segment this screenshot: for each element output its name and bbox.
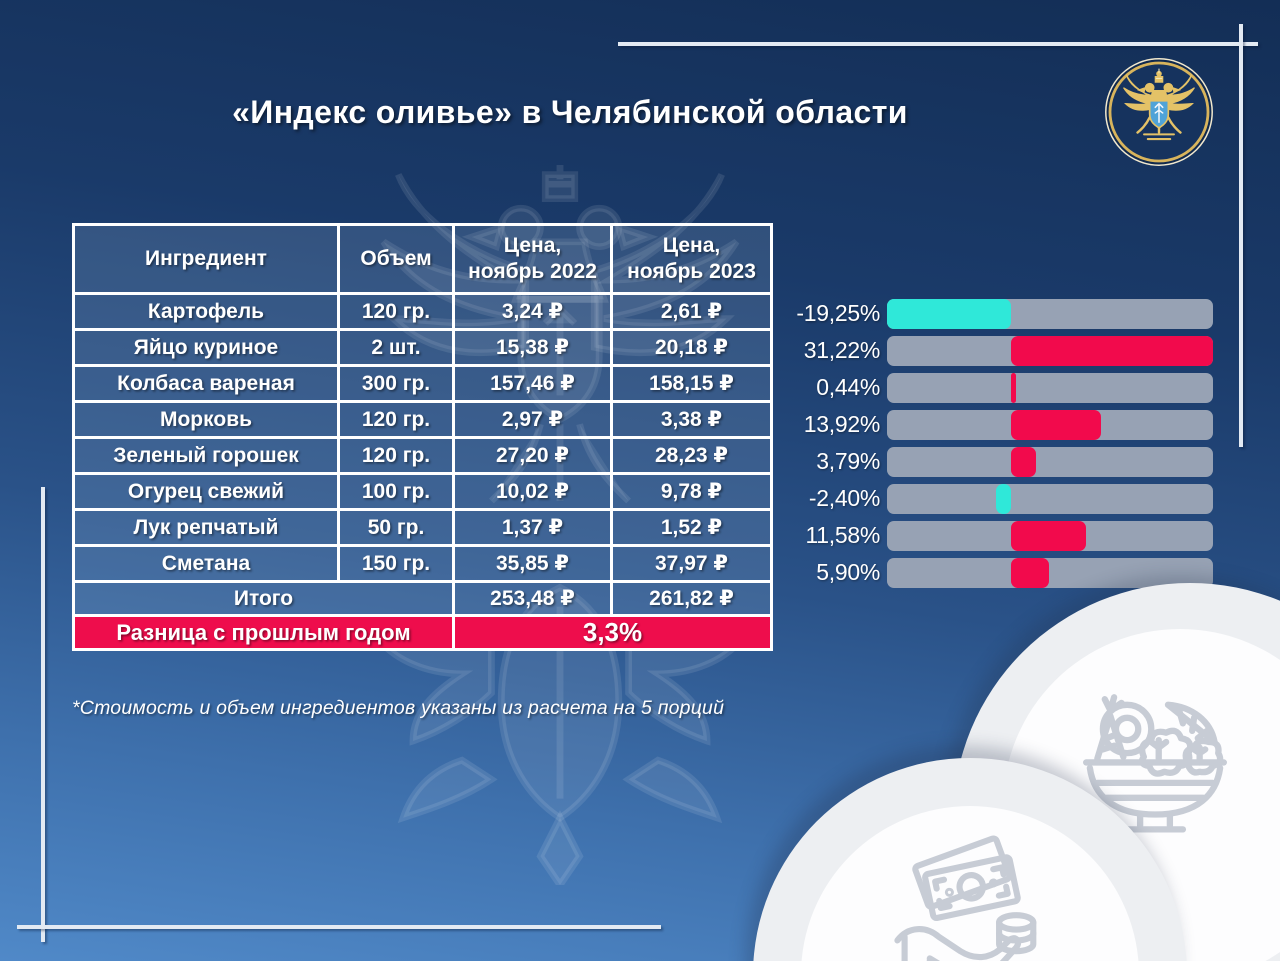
bar-row: -2,40% [778, 480, 1213, 517]
ingredient-name: Колбаса вареная [72, 364, 340, 403]
page-title: «Индекс оливье» в Челябинской области [232, 94, 908, 130]
price-2023: 9,78 ₽ [610, 472, 773, 511]
total-price-2023: 261,82 ₽ [610, 580, 773, 617]
price-2023: 1,52 ₽ [610, 508, 773, 547]
positive-bar [1011, 446, 1036, 477]
price-2022: 3,24 ₽ [452, 292, 613, 331]
ingredient-name: Лук репчатый [72, 508, 340, 547]
bar-row: 13,92% [778, 406, 1213, 443]
ingredient-volume: 120 гр. [337, 292, 455, 331]
ingredient-name: Сметана [72, 544, 340, 583]
bar-row: 31,22% [778, 332, 1213, 369]
bar-track [887, 335, 1213, 366]
col-header-volume: Объем [337, 223, 455, 295]
bar-track [887, 483, 1213, 514]
agency-emblem-logo [1103, 56, 1215, 168]
total-row: Итого 253,48 ₽ 261,82 ₽ [72, 580, 773, 617]
difference-row: Разница с прошлым годом 3,3% [72, 614, 773, 651]
price-2022: 10,02 ₽ [452, 472, 613, 511]
bar-row: 11,58% [778, 517, 1213, 554]
table-row: Зеленый горошек 120 гр. 27,20 ₽ 28,23 ₽ [72, 436, 773, 475]
price-2022: 35,85 ₽ [452, 544, 613, 583]
table-row: Сметана 150 гр. 35,85 ₽ 37,97 ₽ [72, 544, 773, 583]
bar-track [887, 298, 1213, 329]
decorative-line-right [1239, 24, 1243, 447]
table-header-row: Ингредиент Объем Цена, ноябрь 2022 Цена,… [72, 223, 773, 295]
price-2022: 157,46 ₽ [452, 364, 613, 403]
bar-track [887, 372, 1213, 403]
positive-bar [1011, 557, 1050, 588]
bar-row: 3,79% [778, 443, 1213, 480]
table-row: Колбаса вареная 300 гр. 157,46 ₽ 158,15 … [72, 364, 773, 403]
table-row: Яйцо куриное 2 шт. 15,38 ₽ 20,18 ₽ [72, 328, 773, 367]
ingredient-volume: 100 гр. [337, 472, 455, 511]
price-2023: 28,23 ₽ [610, 436, 773, 475]
ingredient-volume: 120 гр. [337, 436, 455, 475]
price-2022: 15,38 ₽ [452, 328, 613, 367]
ingredient-volume: 300 гр. [337, 364, 455, 403]
price-2023: 2,61 ₽ [610, 292, 773, 331]
price-2022: 1,37 ₽ [452, 508, 613, 547]
price-2023: 20,18 ₽ [610, 328, 773, 367]
bar-value-label: 11,58% [805, 522, 881, 548]
col-header-ingredient: Ингредиент [72, 223, 340, 295]
positive-bar [1011, 372, 1016, 403]
table-row: Картофель 120 гр. 3,24 ₽ 2,61 ₽ [72, 292, 773, 331]
negative-bar [887, 298, 1012, 329]
positive-bar [1011, 335, 1213, 366]
double-headed-eagle-emblem-icon [1105, 58, 1213, 166]
price-change-chart: -19,25% 31,22% 0,44% 13,92% 3,79% -2,40% 11,58… [778, 295, 1213, 591]
total-price-2022: 253,48 ₽ [452, 580, 613, 617]
price-2022: 27,20 ₽ [452, 436, 613, 475]
price-2022: 2,97 ₽ [452, 400, 613, 439]
hand-with-money-icon [883, 818, 1063, 961]
ingredients-table: Ингредиент Объем Цена, ноябрь 2022 Цена,… [72, 223, 773, 651]
bar-value-label: -19,25% [796, 300, 880, 326]
ingredient-name: Картофель [72, 292, 340, 331]
bar-value-label: 5,90% [816, 559, 880, 585]
decorative-line-bottom [17, 925, 661, 929]
ingredient-name: Зеленый горошек [72, 436, 340, 475]
price-2023: 3,38 ₽ [610, 400, 773, 439]
table-row: Огурец свежий 100 гр. 10,02 ₽ 9,78 ₽ [72, 472, 773, 511]
bar-track [887, 409, 1213, 440]
ingredient-name: Огурец свежий [72, 472, 340, 511]
table-row: Лук репчатый 50 гр. 1,37 ₽ 1,52 ₽ [72, 508, 773, 547]
bar-row: -19,25% [778, 295, 1213, 332]
price-2023: 37,97 ₽ [610, 544, 773, 583]
negative-bar [995, 483, 1012, 514]
table-row: Морковь 120 гр. 2,97 ₽ 3,38 ₽ [72, 400, 773, 439]
bar-row: 0,44% [778, 369, 1213, 406]
positive-bar [1011, 520, 1087, 551]
salad-bowl-icon [1062, 662, 1248, 848]
bar-value-label: -2,40% [808, 485, 880, 511]
decorative-line-left [41, 487, 45, 942]
ingredient-volume: 2 шт. [337, 328, 455, 367]
positive-bar [1011, 409, 1102, 440]
decorative-line-top [618, 42, 1258, 46]
bar-value-label: 31,22% [803, 337, 881, 363]
col-header-price-2022: Цена, ноябрь 2022 [452, 223, 613, 295]
price-2023: 158,15 ₽ [610, 364, 773, 403]
bar-row: 5,90% [778, 554, 1213, 591]
ingredient-name: Морковь [72, 400, 340, 439]
ingredient-volume: 120 гр. [337, 400, 455, 439]
bar-track [887, 557, 1213, 588]
ingredient-volume: 50 гр. [337, 508, 455, 547]
bar-value-label: 0,44% [816, 374, 880, 400]
ingredient-volume: 150 гр. [337, 544, 455, 583]
ingredient-name: Яйцо куриное [72, 328, 340, 367]
bar-value-label: 3,79% [816, 448, 880, 474]
bar-track [887, 446, 1213, 477]
difference-label: Разница с прошлым годом [72, 614, 455, 651]
difference-value: 3,3% [452, 614, 773, 651]
bar-value-label: 13,92% [803, 411, 881, 437]
footnote: *Стоимость и объем ингредиентов указаны … [72, 697, 725, 719]
bar-track [887, 520, 1213, 551]
col-header-price-2023: Цена, ноябрь 2023 [610, 223, 773, 295]
total-label: Итого [72, 580, 455, 617]
